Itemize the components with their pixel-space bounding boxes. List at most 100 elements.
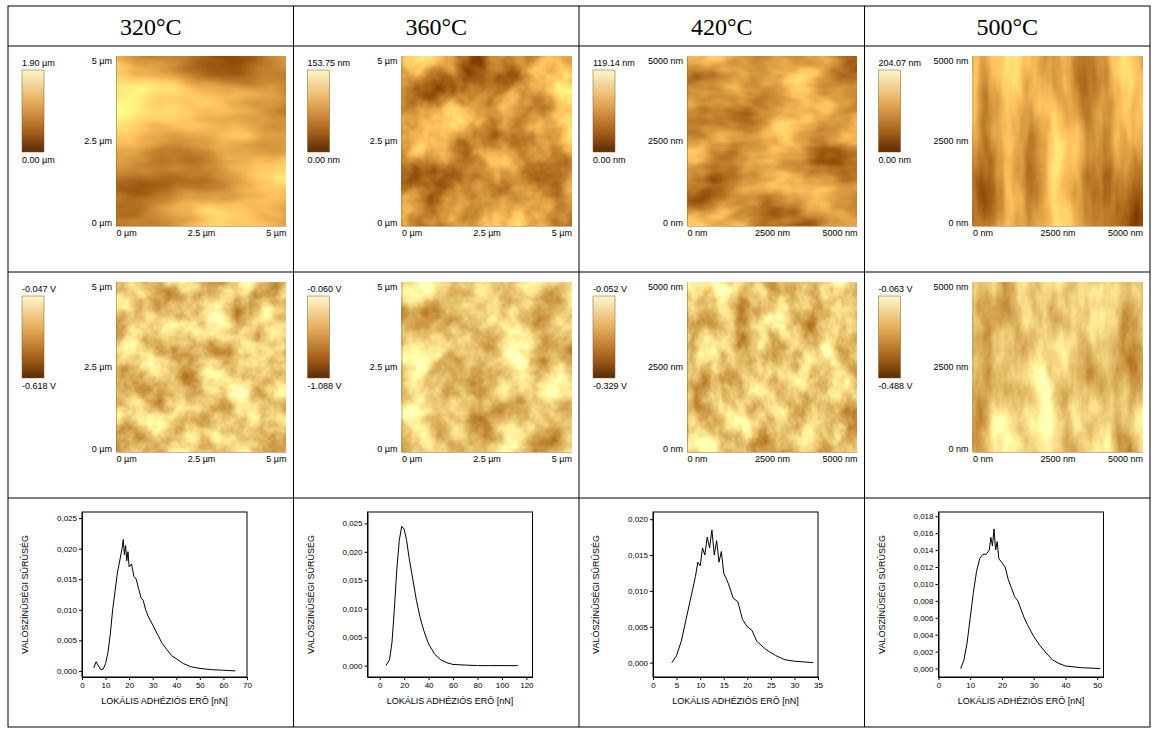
tick-label: 10 <box>966 681 975 690</box>
x-axis-title: LOKÁLIS ADHÉZIÓS ERÕ [nN] <box>101 696 228 706</box>
axis-line <box>402 283 403 453</box>
tick-label: 50 <box>1093 681 1102 690</box>
colorbar-label: -0.052 V <box>593 284 627 294</box>
tick: 0 µm <box>402 226 422 238</box>
tick-label: 50 <box>196 681 205 690</box>
colorbar-label: 0.00 nm <box>593 155 626 165</box>
tick: 0 µm <box>92 218 116 228</box>
tick-mark <box>936 618 939 619</box>
axis-line <box>402 452 572 453</box>
tick: 0,010 <box>913 580 938 589</box>
plot-frame <box>939 512 1104 677</box>
tick-mark <box>380 677 381 680</box>
tick-mark <box>502 677 503 680</box>
tick-label: 0,020 <box>342 548 363 557</box>
tick-label: 5 µm <box>92 56 112 66</box>
tick-label: 0 nm <box>688 228 708 238</box>
y-axis-title: VALÓSZÍNÛSÉGI SÛRÛSÉG <box>591 535 601 654</box>
y-axis-title: VALÓSZÍNÛSÉGI SÛRÛSÉG <box>877 535 887 654</box>
tick: 50 <box>196 677 205 690</box>
tick: 0 µm <box>117 226 137 238</box>
topography-panel: 0.00 µm1.90 µm0 µm2.5 µm5 µm0 µm2.5 µm5 … <box>22 56 287 239</box>
tick: 0,016 <box>913 529 938 538</box>
x-axis: 0 µm2.5 µm5 µm <box>402 226 572 238</box>
axis-line <box>116 57 117 227</box>
tick-label: 30 <box>1030 681 1039 690</box>
table-border <box>8 6 1150 727</box>
tick-label: 0,000 <box>628 659 649 668</box>
tick-mark <box>365 523 368 524</box>
tick: 0,008 <box>913 597 938 606</box>
axis-line <box>687 57 688 227</box>
tick-label: 2500 nm <box>933 362 968 372</box>
tick-mark <box>79 610 82 611</box>
tick: 2.5 µm <box>473 226 501 238</box>
tick-label: 0 nm <box>688 454 708 464</box>
tick-label: 2500 nm <box>648 136 683 146</box>
topography-panel: 0.00 nm204.07 nm0 nm2500 nm5000 nm0 nm25… <box>879 56 1144 239</box>
tick-label: 0,012 <box>913 563 934 572</box>
topography-panel: 0.00 nm153.75 nm0 µm2.5 µm5 µm0 µm2.5 µm… <box>308 56 573 239</box>
tick-mark <box>365 609 368 610</box>
x-axis-title: LOKÁLIS ADHÉZIÓS ERÕ [nN] <box>672 696 799 706</box>
tick-label: 2.5 µm <box>84 136 112 146</box>
tick-label: 0 nm <box>948 218 968 228</box>
axis-line <box>116 283 117 453</box>
tick: 0,000 <box>913 665 938 674</box>
tick-label: 0,005 <box>57 636 78 645</box>
tick: 5000 nm <box>933 56 972 66</box>
tick-mark <box>936 669 939 670</box>
tick-label: 0,010 <box>57 606 78 615</box>
tick-mark <box>936 550 939 551</box>
tick-mark <box>79 640 82 641</box>
tick-label: 0,000 <box>342 662 363 671</box>
tick-mark <box>153 677 154 680</box>
tick-label: 0 µm <box>92 444 112 454</box>
phase-panel: -0.488 V-0.063 V0 nm2500 nm5000 nm0 nm25… <box>879 282 1144 465</box>
tick-label: 5000 nm <box>933 282 968 292</box>
tick: 20 <box>125 677 134 690</box>
tick-mark <box>650 627 653 628</box>
tick: 5 µm <box>377 56 401 66</box>
tick: 40 <box>1061 677 1070 690</box>
colorbar <box>22 70 44 152</box>
tick-mark <box>970 677 971 680</box>
tick-mark <box>818 677 819 680</box>
tick-label: 40 <box>1061 681 1070 690</box>
tick-label: 5000 nm <box>822 228 857 238</box>
x-axis: 0 nm 2500 nm 5000 nm <box>688 226 858 238</box>
tick-mark <box>936 601 939 602</box>
tick: 0,018 <box>913 512 938 521</box>
tick-label: 10 <box>102 681 111 690</box>
axis-line <box>402 226 572 227</box>
tick-mark <box>526 677 527 680</box>
plot-marks <box>672 530 813 663</box>
tick-label: 2500 nm <box>1040 454 1075 464</box>
tick: 0 nm <box>688 452 708 464</box>
tick: 60 <box>449 677 458 690</box>
tick: 0 nm <box>663 444 687 454</box>
histogram-panel: 010203040500,0000,0020,0040,0060,0080,01… <box>877 512 1105 706</box>
tick-mark <box>771 677 772 680</box>
axis-line <box>402 57 403 227</box>
tick-label: 5 µm <box>266 454 286 464</box>
tick-label: 2500 nm <box>648 362 683 372</box>
plot-marks <box>386 526 518 665</box>
tick: 0 nm <box>663 218 687 228</box>
colorbar <box>593 70 615 152</box>
tick-label: 0 µm <box>377 218 397 228</box>
histogram-panel: 051015202530350,0000,0050,0100,0150,020L… <box>591 512 823 706</box>
tick: 0,004 <box>913 631 938 640</box>
tick-label: 5 µm <box>92 282 112 292</box>
tick-label: 0,020 <box>628 515 649 524</box>
tick: 2500 nm <box>755 226 790 238</box>
axis-line <box>654 677 819 678</box>
tick-label: 0,015 <box>628 551 649 560</box>
tick-label: 0 nm <box>973 228 993 238</box>
tick: 2.5 µm <box>370 362 402 372</box>
tick: 15 <box>720 677 729 690</box>
tick: 30 <box>1030 677 1039 690</box>
tick: 0,020 <box>342 548 367 557</box>
tick: 5 µm <box>266 452 286 464</box>
tick: 0 µm <box>377 218 401 228</box>
